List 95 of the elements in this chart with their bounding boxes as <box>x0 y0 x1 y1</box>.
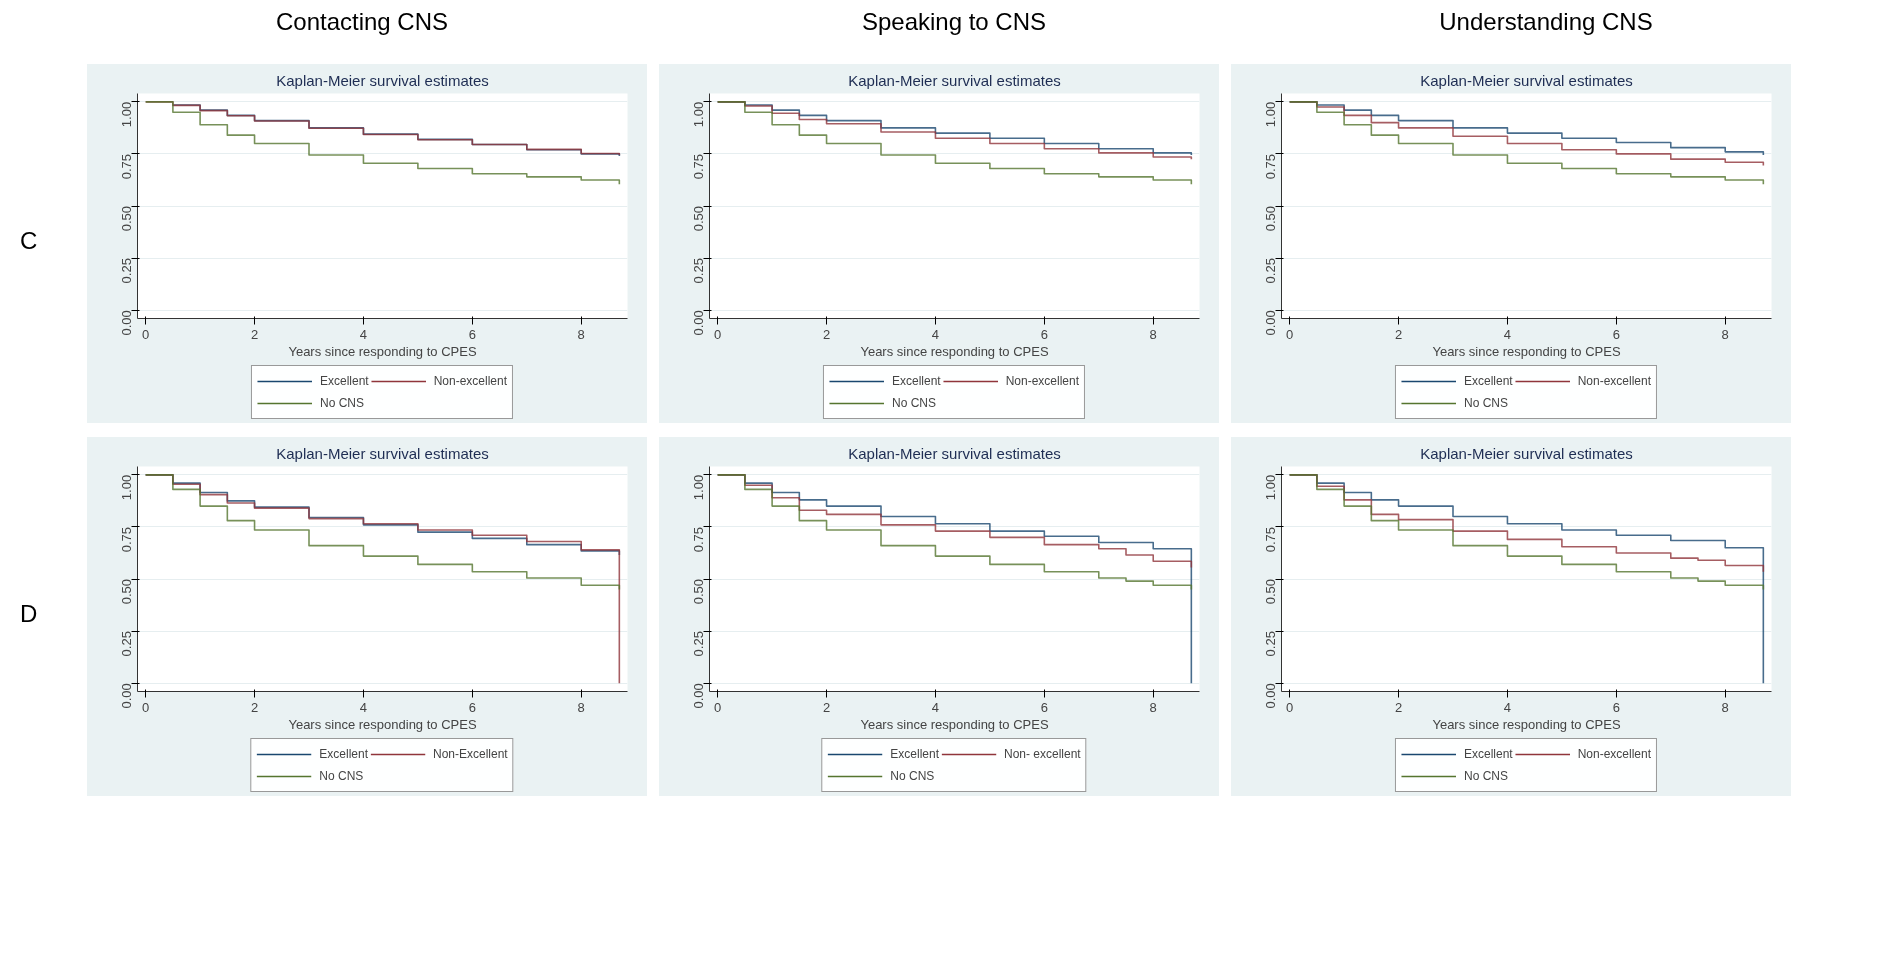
x-tick-label: 2 <box>822 326 831 342</box>
x-tick-label: 4 <box>359 699 368 715</box>
y-tick-label: 0.50 <box>691 578 706 605</box>
chart-title: Kaplan-Meier survival estimates <box>276 71 489 89</box>
x-axis-title: Years since responding to CPES <box>1432 343 1621 359</box>
chart-title: Kaplan-Meier survival estimates <box>1420 444 1633 462</box>
y-tick-label: 0.25 <box>691 631 706 657</box>
x-axis-title: Years since responding to CPES <box>288 716 477 732</box>
x-tick-label: 6 <box>1040 699 1048 715</box>
y-tick-label: 0.50 <box>1263 205 1278 232</box>
x-tick-label: 0 <box>1286 699 1294 715</box>
y-tick-label: 0.00 <box>1263 310 1278 336</box>
y-tick-label: 0.00 <box>1263 683 1278 709</box>
text: Contacting CNS <box>275 7 449 37</box>
y-tick-label: 0.50 <box>1263 578 1278 605</box>
x-tick-label: 6 <box>1612 699 1620 715</box>
y-tick-label: 0.00 <box>691 683 706 709</box>
y-tick-label: 0.25 <box>1263 631 1278 657</box>
x-tick-label: 4 <box>359 326 368 342</box>
y-tick-label: 0.00 <box>691 310 706 336</box>
y-tick-label: 0.75 <box>1263 526 1278 553</box>
x-tick-label: 8 <box>1721 326 1729 342</box>
y-tick-label: 0.75 <box>119 526 134 553</box>
legend-label: Non- excellent <box>1003 747 1081 761</box>
x-tick-label: 4 <box>931 326 940 342</box>
legend-label: Non-excellent <box>1577 747 1652 761</box>
text: Understanding CNS <box>1439 7 1653 37</box>
y-tick-label: 0.25 <box>691 258 706 284</box>
y-tick-label: 0.75 <box>691 526 706 553</box>
y-tick-label: 0.25 <box>119 631 134 657</box>
legend-label: Non-Excellent <box>433 747 508 761</box>
y-tick-label: 0.25 <box>1263 258 1278 284</box>
x-tick-label: 0 <box>142 326 150 342</box>
y-tick-label: 0.50 <box>691 205 706 232</box>
chart-title: Kaplan-Meier survival estimates <box>1420 71 1633 89</box>
x-tick-label: 8 <box>577 326 585 342</box>
x-axis-title: Years since responding to CPES <box>1432 716 1621 732</box>
x-tick-label: 2 <box>250 699 259 715</box>
x-tick-label: 2 <box>1394 699 1403 715</box>
x-tick-label: 6 <box>1612 326 1620 342</box>
x-tick-label: 0 <box>142 699 150 715</box>
x-tick-label: 8 <box>577 699 585 715</box>
x-tick-label: 4 <box>931 699 940 715</box>
legend-label: No CNS <box>890 769 935 783</box>
legend-label: No CNS <box>891 396 936 410</box>
chart-title: Kaplan-Meier survival estimates <box>848 444 1061 462</box>
x-tick-label: 8 <box>1721 699 1729 715</box>
y-tick-label: 0.50 <box>119 205 134 232</box>
text: D <box>20 599 38 629</box>
legend-label: Excellent <box>891 374 941 388</box>
x-tick-label: 2 <box>250 326 259 342</box>
legend-label: Non-excellent <box>433 374 508 388</box>
legend-label: Non-excellent <box>1005 374 1080 388</box>
text: Speaking to CNS <box>861 7 1047 37</box>
y-tick-label: 0.50 <box>119 578 134 605</box>
x-axis-title: Years since responding to CPES <box>860 716 1049 732</box>
y-tick-label: 1.00 <box>1263 474 1278 501</box>
legend-label: No CNS <box>1463 396 1508 410</box>
x-tick-label: 2 <box>822 699 831 715</box>
legend-label: Excellent <box>1463 747 1513 761</box>
legend-label: No CNS <box>319 769 364 783</box>
text: C <box>20 226 38 256</box>
x-tick-label: 2 <box>1394 326 1403 342</box>
x-tick-label: 6 <box>468 699 476 715</box>
x-tick-label: 8 <box>1149 326 1157 342</box>
y-tick-label: 0.00 <box>119 310 134 336</box>
y-tick-label: 1.00 <box>691 474 706 501</box>
legend-label: Excellent <box>890 747 939 761</box>
y-tick-label: 0.75 <box>119 153 134 180</box>
x-axis-title: Years since responding to CPES <box>860 343 1049 359</box>
legend-label: No CNS <box>319 396 364 410</box>
y-tick-label: 1.00 <box>119 474 134 501</box>
y-tick-label: 1.00 <box>1263 101 1278 128</box>
y-tick-label: 1.00 <box>691 101 706 128</box>
y-tick-label: 1.00 <box>119 101 134 128</box>
y-tick-label: 0.75 <box>1263 153 1278 180</box>
x-tick-label: 6 <box>1040 326 1048 342</box>
legend-label: Excellent <box>319 747 368 761</box>
y-tick-label: 0.75 <box>691 153 706 180</box>
x-tick-label: 0 <box>714 326 722 342</box>
chart-title: Kaplan-Meier survival estimates <box>848 71 1061 89</box>
chart-title: Kaplan-Meier survival estimates <box>276 444 489 462</box>
legend-label: Non-excellent <box>1577 374 1652 388</box>
y-tick-label: 0.25 <box>119 258 134 284</box>
x-axis-title: Years since responding to CPES <box>288 343 477 359</box>
x-tick-label: 4 <box>1503 699 1512 715</box>
y-tick-label: 0.00 <box>119 683 134 709</box>
x-tick-label: 4 <box>1503 326 1512 342</box>
legend-label: Excellent <box>1463 374 1513 388</box>
legend-label: No CNS <box>1463 769 1508 783</box>
x-tick-label: 0 <box>714 699 722 715</box>
x-tick-label: 8 <box>1149 699 1157 715</box>
legend-label: Excellent <box>319 374 369 388</box>
x-tick-label: 6 <box>468 326 476 342</box>
x-tick-label: 0 <box>1286 326 1294 342</box>
